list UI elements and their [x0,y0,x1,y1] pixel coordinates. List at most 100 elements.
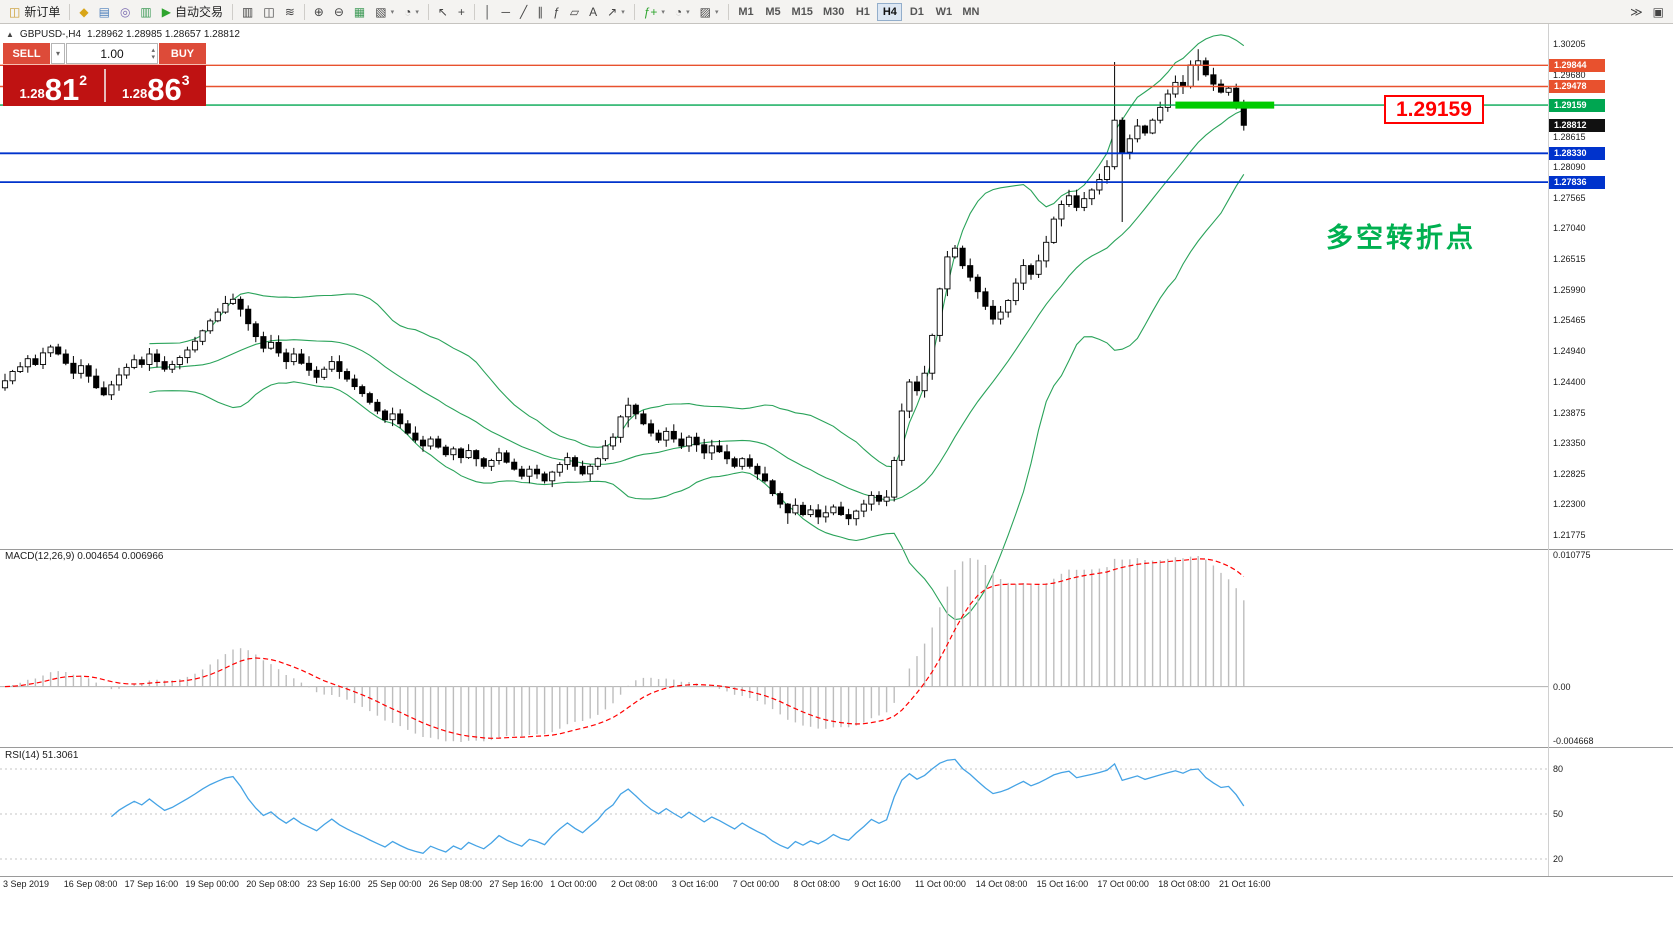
timeframe-mn-button[interactable]: MN [962,5,980,18]
candle-body [685,436,693,447]
line-chart-icon: ≋ [284,4,295,19]
sell-price-button[interactable]: 1.28 81 2 [3,65,104,106]
new-chart-button[interactable]: ▧ ▾ [370,2,399,22]
terminal-button[interactable]: ▥ [135,2,156,22]
periods-button[interactable]: ◔ ▾ [670,2,695,22]
candle-body [989,305,997,320]
chevron-down-icon: ▾ [661,8,665,16]
bar-chart-button[interactable]: ▥ [237,2,258,22]
arrows-button[interactable]: ↗ ▾ [602,2,630,22]
candle-body [191,340,199,351]
toolbar-overflow-button[interactable]: ≫ [1625,2,1648,22]
volume-spinner[interactable]: ▴ ▾ [151,45,155,62]
candlestick-chart-button[interactable]: ◫ [258,2,279,22]
candle-body [283,352,290,363]
candle-body [328,361,335,370]
fibonacci-button[interactable]: ƒ [548,2,565,22]
candle-body [640,413,647,425]
timeframe-m1-button[interactable]: M1 [738,5,754,18]
toolbar-separator-7 [727,3,729,20]
candle-body [579,465,586,475]
text-button[interactable]: A [584,2,602,22]
candle-body [860,503,867,512]
shapes-button[interactable]: ▱ [565,2,584,22]
sell-button[interactable]: SELL [3,43,50,64]
line-chart-button[interactable]: ≋ [280,2,300,22]
buy-price-button[interactable]: 1.28 86 3 [106,65,207,106]
candle-body [951,247,959,258]
market-watch-icon: ◆ [79,4,89,19]
data-window-button[interactable]: ▤ [94,2,115,22]
new-order-button[interactable]: ◫ 新订单 [4,2,65,22]
new-chart-icon: ▧ [375,4,387,19]
chevron-down-icon: ▾ [390,8,395,16]
profiles-button[interactable]: ◔ ▾ [399,2,424,22]
docking-button[interactable]: ▣ [1648,2,1669,22]
timeframe-m15-button[interactable]: M15 [791,5,813,18]
candle-body [252,323,259,338]
volume-preset-dropdown[interactable]: ▾ [51,43,65,64]
candle-body [837,506,845,516]
candle-body [389,413,396,421]
autotrading-button[interactable]: ▶ 自动交易 [157,2,228,22]
timeframe-m30-button[interactable]: M30 [822,5,845,18]
candle-body [397,413,404,425]
zoom-in-button[interactable]: ⊕ [309,2,329,22]
trendline-icon: ╱ [519,4,528,19]
price-tag-annotation[interactable]: 1.29159 [1384,95,1484,124]
candle-body [214,311,221,322]
toolbar-separator-3 [303,3,305,20]
candle-body [24,358,31,368]
one-click-trading-panel: SELL ▾ 1.00 ▴ ▾ BUY 1.28 81 2 1.28 86 3 [3,43,206,106]
volume-field[interactable]: 1.00 ▴ ▾ [66,43,158,64]
candle-body [602,445,609,460]
navigator-button[interactable]: ◎ [115,2,135,22]
candle-body [374,401,381,412]
toolbar-separator-2 [232,3,234,20]
candle-body [617,416,624,438]
candle-body [777,493,784,505]
cursor-button[interactable]: ↖ [433,2,453,22]
candle-body [77,365,85,374]
fibonacci-icon: ƒ [553,4,560,19]
buy-button[interactable]: BUY [159,43,206,64]
trade-panel-price-row: 1.28 81 2 1.28 86 3 [3,65,206,106]
templates-button[interactable]: ▨ ▾ [695,2,724,22]
timeframe-d1-button[interactable]: D1 [909,5,924,18]
symbol-ohlc-label: ▲ GBPUSD-,H4 1.28962 1.28985 1.28657 1.2… [6,29,240,40]
candle-body [465,450,472,459]
toolbar-separator-4 [427,3,429,20]
crosshair-button[interactable]: + [453,2,470,22]
vertical-line-button[interactable]: │ [479,2,497,22]
market-watch-button[interactable]: ◆ [74,2,93,22]
candle-body [784,503,791,514]
timeframe-h1-button[interactable]: H1 [855,5,870,18]
horizontal-line-button[interactable]: ─ [496,2,515,22]
candle-body [845,514,852,520]
thick-trend-segment[interactable] [1175,101,1275,109]
toolbar-separator-1 [69,3,71,20]
timeframe-m5-button[interactable]: M5 [765,5,781,18]
candle-body [17,366,24,372]
autotrading-icon: ▶ [161,4,171,19]
tile-windows-button[interactable]: ▦ [349,2,370,22]
candle-body [1043,241,1050,262]
channel-button[interactable]: ∥ [532,2,548,22]
candle-body [982,291,989,307]
timeframe-h4-button[interactable]: H4 [877,2,903,21]
timeframe-w1-button[interactable]: W1 [935,5,953,18]
candle-body [1096,179,1103,191]
candle-body [32,358,39,365]
indicators-button[interactable]: ƒ+ ▾ [639,2,670,22]
candle-body [807,509,814,516]
candle-body [974,276,981,293]
candle-body [1202,60,1209,76]
zoom-out-button[interactable]: ⊖ [329,2,349,22]
candle-body [305,362,313,371]
candle-body [533,468,541,475]
new-order-button-label: 新订单 [24,5,61,19]
trendline-button[interactable]: ╱ [515,2,532,22]
oneclick-toggle-icon[interactable]: ▲ [6,30,14,39]
candle-body [655,432,662,441]
